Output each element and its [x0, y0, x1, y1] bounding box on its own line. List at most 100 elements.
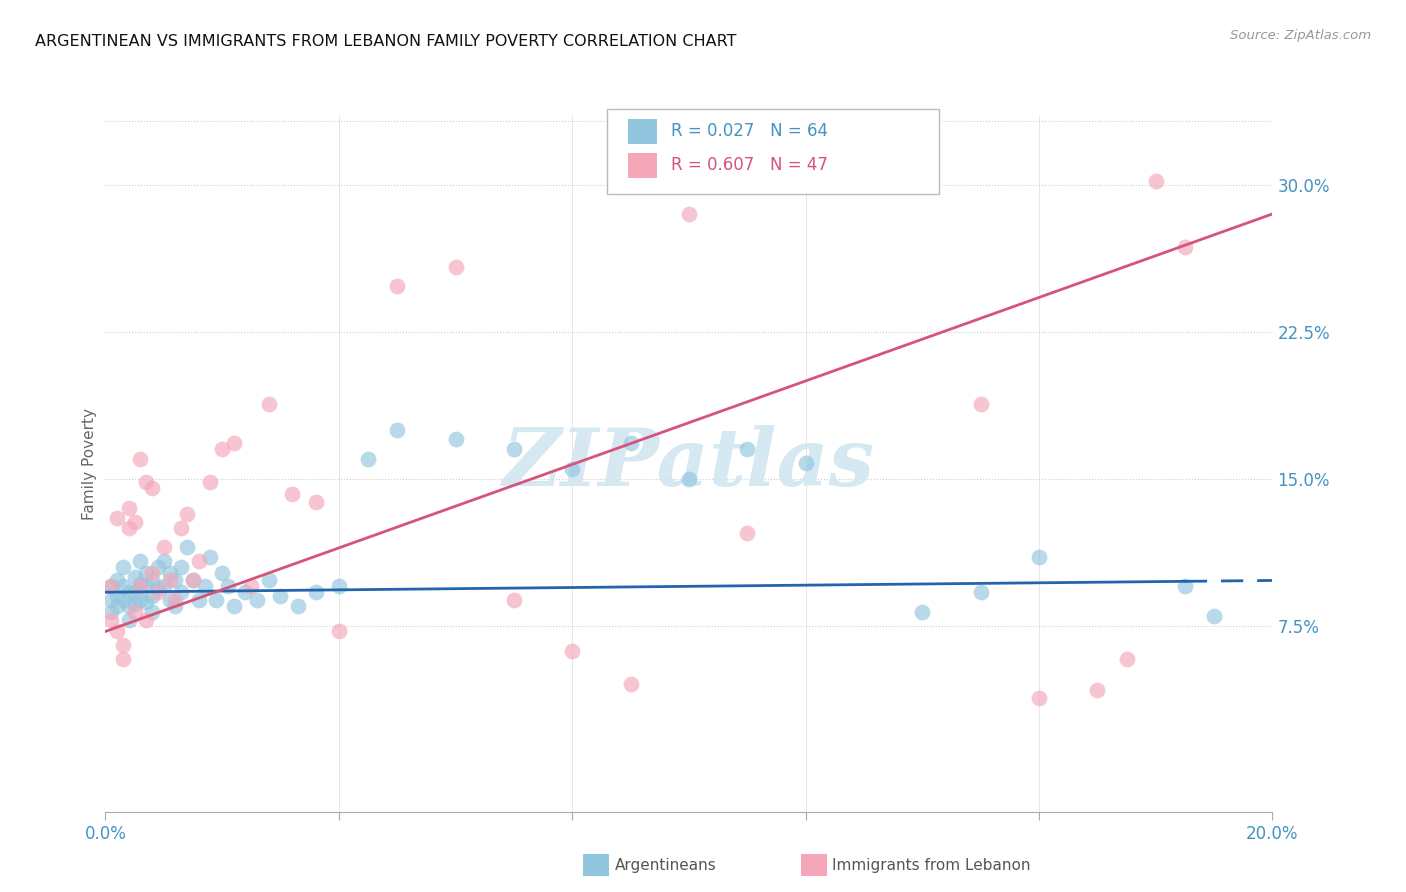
Point: [911, 605, 934, 619]
Point: [118, 613, 141, 627]
Point: [304, 495, 326, 509]
Point: [176, 540, 198, 554]
Point: [111, 559, 134, 574]
Point: [328, 624, 350, 639]
Point: [153, 540, 174, 554]
Point: [205, 593, 228, 607]
Point: [118, 599, 141, 613]
Point: [678, 207, 700, 221]
Point: [678, 471, 700, 485]
Point: [124, 585, 146, 599]
Text: R = 0.607   N = 47: R = 0.607 N = 47: [671, 156, 828, 174]
Point: [141, 566, 163, 580]
Text: Immigrants from Lebanon: Immigrants from Lebanon: [832, 858, 1031, 872]
Point: [444, 260, 467, 274]
Point: [385, 423, 409, 437]
Point: [181, 574, 204, 588]
Point: [217, 579, 239, 593]
Point: [304, 585, 326, 599]
Point: [141, 481, 163, 495]
Point: [100, 613, 122, 627]
Point: [561, 461, 583, 475]
Point: [170, 520, 193, 534]
Point: [970, 397, 993, 411]
Point: [737, 442, 759, 457]
Point: [444, 433, 467, 447]
Point: [200, 475, 222, 490]
Point: [146, 585, 169, 599]
Point: [124, 515, 146, 529]
Point: [141, 574, 163, 588]
Point: [257, 397, 280, 411]
Point: [222, 436, 245, 450]
Point: [281, 487, 304, 501]
Point: [269, 589, 292, 603]
Point: [619, 436, 641, 450]
Point: [141, 589, 163, 603]
Point: [129, 577, 152, 591]
Point: [170, 559, 193, 574]
Point: [1028, 691, 1050, 706]
Point: [105, 510, 128, 524]
Point: [165, 599, 187, 613]
Point: [129, 593, 152, 607]
Point: [111, 579, 134, 593]
Point: [1202, 608, 1225, 623]
Point: [141, 605, 163, 619]
Point: [211, 442, 233, 457]
Point: [124, 569, 146, 583]
Point: [165, 574, 187, 588]
Point: [1115, 652, 1137, 666]
Point: [911, 174, 934, 188]
Point: [135, 595, 157, 609]
Point: [357, 452, 380, 467]
Text: Source: ZipAtlas.com: Source: ZipAtlas.com: [1230, 29, 1371, 42]
Point: [146, 559, 169, 574]
Point: [111, 638, 134, 652]
Point: [100, 593, 122, 607]
Point: [135, 579, 157, 593]
Point: [135, 475, 157, 490]
Point: [170, 585, 193, 599]
Point: [187, 554, 209, 568]
Text: R = 0.027   N = 64: R = 0.027 N = 64: [671, 122, 828, 140]
Point: [503, 442, 526, 457]
Point: [146, 582, 169, 596]
Point: [105, 624, 128, 639]
Point: [1174, 240, 1197, 254]
Point: [135, 566, 157, 580]
Point: [135, 613, 157, 627]
Point: [1087, 683, 1109, 698]
Point: [328, 579, 350, 593]
Point: [129, 452, 152, 467]
Point: [129, 554, 152, 568]
Point: [111, 593, 134, 607]
Point: [159, 574, 181, 588]
Point: [124, 605, 146, 619]
Point: [100, 579, 122, 593]
Point: [794, 456, 817, 470]
Point: [105, 589, 128, 603]
Point: [246, 593, 269, 607]
Point: [165, 593, 187, 607]
Point: [561, 644, 583, 658]
Text: Argentineans: Argentineans: [614, 858, 716, 872]
Y-axis label: Family Poverty: Family Poverty: [82, 408, 97, 520]
Point: [385, 279, 409, 293]
Point: [129, 579, 152, 593]
Point: [105, 599, 128, 613]
Point: [118, 520, 141, 534]
Point: [257, 574, 280, 588]
Point: [159, 566, 181, 580]
Point: [1144, 174, 1167, 188]
Point: [970, 585, 993, 599]
Point: [503, 593, 526, 607]
Point: [1028, 549, 1050, 564]
Point: [187, 593, 209, 607]
Point: [737, 526, 759, 541]
Point: [118, 585, 141, 599]
Point: [287, 599, 309, 613]
Point: [619, 677, 641, 691]
Point: [118, 500, 141, 515]
Point: [105, 574, 128, 588]
